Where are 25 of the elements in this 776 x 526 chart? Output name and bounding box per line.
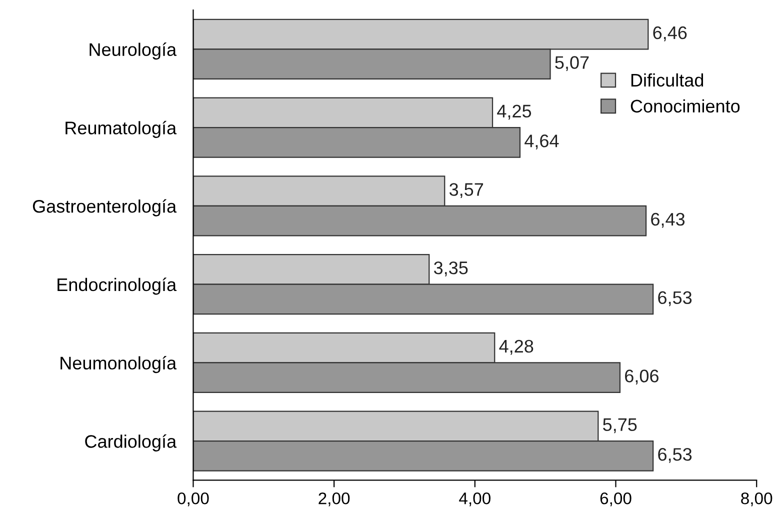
x-tick-label: 6,00 bbox=[600, 492, 632, 506]
data-label: 3,35 bbox=[434, 261, 468, 276]
y-tick-label: Endocrinología bbox=[58, 278, 177, 295]
data-label: 6,43 bbox=[651, 212, 685, 228]
data-label: 6,46 bbox=[653, 26, 687, 42]
data-label: 5,07 bbox=[555, 56, 589, 72]
y-tick-label: Gastroenterología bbox=[32, 199, 177, 216]
x-tick-label: 8,00 bbox=[741, 492, 772, 506]
y-tick-label: Neurología bbox=[90, 42, 177, 60]
x-tick-label: 2,00 bbox=[318, 492, 350, 506]
y-tick-label: Neumonología bbox=[60, 356, 177, 374]
x-tick-label: 4,00 bbox=[459, 492, 490, 506]
data-label: 4,64 bbox=[524, 134, 559, 150]
legend-label: Conocimiento bbox=[630, 99, 740, 113]
legend-label: Dificultad bbox=[631, 73, 704, 87]
y-tick-label: Cardiología bbox=[85, 434, 177, 452]
data-label: 4,28 bbox=[499, 340, 534, 355]
data-label: 5,75 bbox=[603, 418, 637, 434]
x-tick-label: 0,00 bbox=[178, 492, 209, 506]
data-label: 6,06 bbox=[625, 370, 658, 385]
data-label: 6,53 bbox=[658, 448, 692, 463]
data-label: 4,25 bbox=[497, 104, 532, 120]
y-tick-label: Reumatología bbox=[66, 120, 177, 138]
data-label: 6,53 bbox=[658, 291, 692, 306]
data-label: 3,57 bbox=[449, 183, 484, 198]
